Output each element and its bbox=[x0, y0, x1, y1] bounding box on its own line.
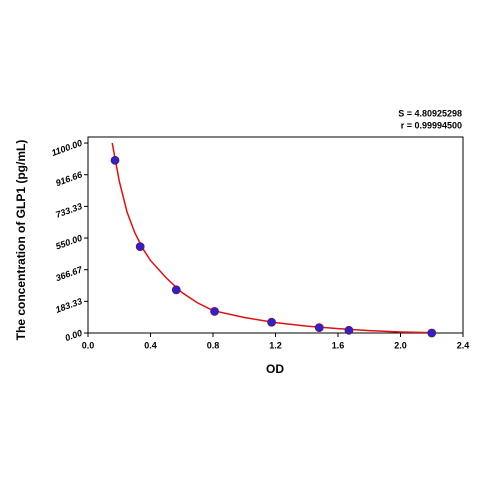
plot-frame bbox=[87, 136, 464, 334]
annotation: S = 4.80925298 bbox=[398, 108, 462, 118]
x-axis-label: OD bbox=[266, 362, 284, 376]
x-tick-label: 0.8 bbox=[207, 340, 220, 350]
x-tick-label: 2.0 bbox=[394, 340, 407, 350]
y-tick-label: 0.00 bbox=[64, 328, 84, 343]
x-tick-label: 1.2 bbox=[269, 340, 282, 350]
data-point bbox=[427, 328, 437, 338]
x-tick-label: 0.0 bbox=[82, 340, 95, 350]
x-tick-label: 2.4 bbox=[457, 340, 470, 350]
y-tick-label: 366.67 bbox=[54, 264, 84, 283]
data-point bbox=[171, 285, 181, 295]
fit-curve bbox=[111, 142, 432, 333]
data-point bbox=[135, 242, 145, 252]
y-tick-label: 1100.00 bbox=[50, 138, 83, 158]
annotation: r = 0.99994500 bbox=[401, 120, 462, 130]
x-tick-label: 1.6 bbox=[332, 340, 345, 350]
data-point bbox=[314, 323, 324, 333]
data-point bbox=[210, 307, 219, 316]
data-point bbox=[110, 155, 120, 165]
y-tick-label: 733.33 bbox=[54, 201, 83, 220]
y-tick-label: 550.00 bbox=[54, 233, 83, 252]
data-point bbox=[344, 325, 354, 335]
y-tick-label: 916.66 bbox=[54, 169, 84, 188]
y-tick-label: 183.33 bbox=[54, 296, 83, 315]
data-point bbox=[267, 317, 276, 327]
x-tick-label: 0.4 bbox=[144, 340, 157, 350]
y-axis-label: The concentration of GLP1 (pg/mL) bbox=[14, 140, 28, 341]
